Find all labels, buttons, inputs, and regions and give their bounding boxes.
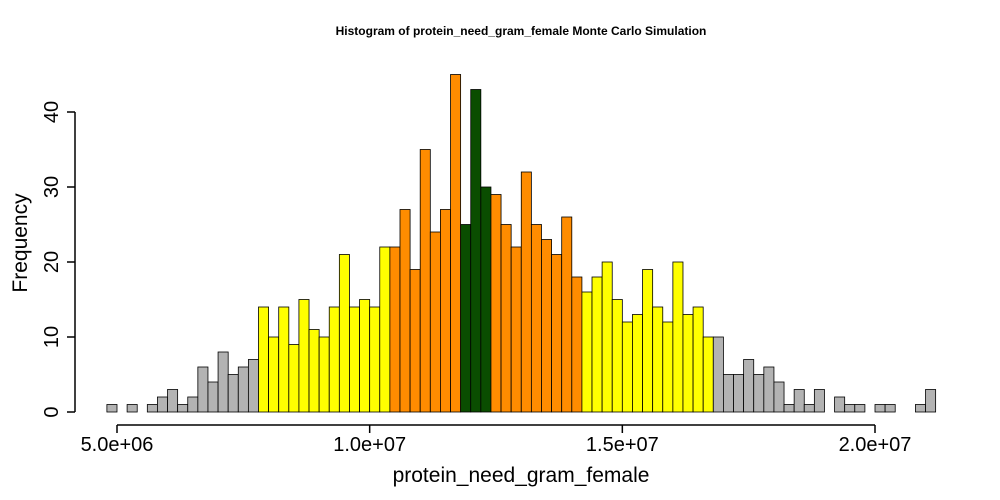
histogram-bar — [753, 374, 765, 413]
histogram-bar — [743, 359, 755, 413]
histogram-bar — [379, 246, 391, 413]
y-axis: 0 10 20 30 40 — [41, 101, 76, 418]
histogram-bar — [793, 389, 805, 413]
histogram-bar — [258, 306, 269, 413]
histogram-bar — [369, 306, 381, 413]
histogram-bar — [328, 306, 340, 413]
histogram-bar — [237, 366, 249, 413]
histogram-bar — [247, 359, 259, 413]
x-tick-label: 1.0e+07 — [333, 434, 406, 456]
histogram-bar — [803, 404, 815, 413]
histogram-bar — [389, 246, 401, 413]
histogram-bar — [440, 209, 451, 413]
histogram-bar — [783, 404, 795, 413]
histogram-bar — [662, 321, 674, 413]
histogram-bar — [611, 299, 623, 413]
histogram-bar — [712, 336, 724, 413]
histogram-bar — [278, 306, 290, 413]
histogram-bar — [207, 381, 219, 413]
histogram-bar — [419, 149, 431, 413]
histogram-bar — [854, 404, 866, 413]
histogram-bar — [520, 171, 532, 413]
histogram-bar — [652, 306, 664, 413]
histogram-bar — [298, 299, 310, 413]
histogram-bar — [288, 344, 300, 413]
histogram-bar — [399, 209, 411, 413]
histogram-bar — [157, 396, 168, 413]
histogram-bar — [541, 239, 552, 413]
histogram-bar — [813, 389, 825, 413]
y-tick-label: 30 — [41, 176, 63, 198]
histogram-bar — [308, 329, 320, 413]
histogram-bar — [510, 246, 522, 413]
histogram-bar — [106, 404, 118, 413]
y-axis-label: Frequency — [9, 193, 32, 293]
histogram-bar — [692, 306, 704, 413]
histogram-bar — [834, 396, 846, 413]
histogram-bar — [359, 299, 371, 413]
histogram-bar — [227, 374, 239, 413]
histogram-bar — [561, 216, 573, 413]
y-tick-label: 20 — [41, 251, 63, 273]
x-axis: 5.0e+06 1.0e+07 1.5e+07 2.0e+07 — [81, 424, 912, 456]
histogram-bar — [460, 224, 472, 413]
y-tick-label: 10 — [41, 326, 63, 348]
histogram-bar — [490, 194, 502, 413]
histogram-bar — [268, 336, 280, 413]
histogram-bar — [126, 404, 138, 413]
histogram-bar — [874, 404, 886, 413]
histogram-bar — [349, 306, 360, 413]
histogram-bar — [318, 336, 330, 413]
x-tick-label: 1.5e+07 — [586, 434, 659, 456]
histogram-bar — [581, 291, 593, 413]
x-tick-label: 2.0e+07 — [839, 434, 912, 456]
histogram-bar — [450, 74, 462, 413]
histogram-bar — [672, 261, 684, 413]
histogram-bar — [530, 224, 542, 413]
histogram-bar — [723, 374, 734, 413]
histogram-bar — [217, 351, 229, 413]
chart-title: Histogram of protein_need_gram_female Mo… — [336, 24, 707, 38]
histogram-bar — [925, 389, 937, 413]
x-axis-label: protein_need_gram_female — [393, 464, 650, 487]
histogram-bar — [632, 314, 643, 413]
histogram-bar — [884, 404, 896, 413]
histogram-bar — [429, 231, 441, 413]
histogram-bar — [187, 396, 199, 413]
histogram-bar — [409, 269, 421, 413]
histogram-bar — [480, 186, 492, 413]
histogram-bar — [915, 404, 926, 413]
histogram-bar — [551, 254, 563, 413]
y-tick-label: 0 — [41, 406, 63, 417]
histogram-bar — [470, 89, 482, 413]
histogram-bar — [642, 269, 654, 413]
histogram-bar — [500, 224, 512, 413]
histogram-bar — [621, 321, 633, 413]
histogram-bar — [177, 404, 189, 413]
histogram-bar — [167, 389, 179, 413]
histogram-bar — [682, 314, 694, 413]
x-tick-label: 5.0e+06 — [81, 434, 154, 456]
histogram-bar — [591, 276, 603, 413]
histogram-bar — [763, 366, 775, 413]
histogram-bar — [601, 261, 613, 413]
histogram-bar — [338, 254, 350, 413]
histogram-bar — [844, 404, 856, 413]
histogram-bar — [571, 276, 583, 413]
histogram-bars — [106, 74, 937, 413]
y-tick-label: 40 — [41, 101, 63, 123]
histogram-bar — [733, 374, 745, 413]
histogram-bar — [146, 404, 158, 413]
histogram-bar — [197, 366, 209, 413]
histogram-bar — [773, 381, 785, 413]
histogram-bar — [702, 336, 714, 413]
